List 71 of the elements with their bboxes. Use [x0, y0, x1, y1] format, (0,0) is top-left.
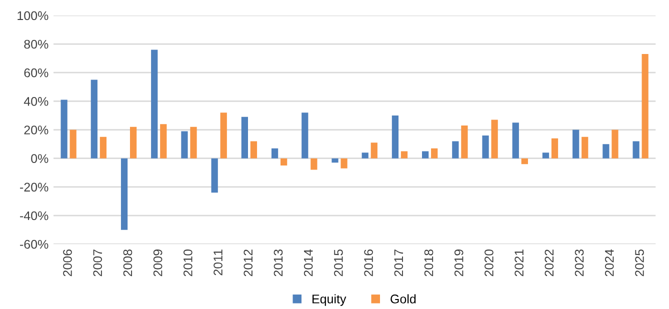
x-tick-label: 2009	[153, 250, 162, 276]
bar	[542, 152, 550, 158]
bar	[280, 158, 288, 166]
bar	[211, 158, 218, 193]
x-tick-label: 2021	[514, 250, 524, 276]
x-tick-label: 2024	[604, 249, 614, 276]
bar	[521, 158, 528, 164]
bar	[452, 141, 459, 158]
bar	[512, 122, 519, 158]
bar	[491, 120, 498, 158]
legend-label: Equity	[312, 294, 346, 306]
x-tick-label: 2007	[93, 250, 102, 276]
bar	[332, 158, 338, 163]
bar	[130, 126, 137, 158]
bar	[220, 112, 227, 158]
bar	[60, 100, 68, 158]
bar	[310, 158, 318, 170]
bar	[461, 125, 468, 158]
bar	[632, 141, 640, 158]
bar	[70, 130, 76, 158]
y-tick-label: 100%	[18, 11, 48, 20]
bar	[190, 126, 197, 158]
y-tick-label: 0%	[31, 154, 48, 164]
x-tick-label: 2010	[183, 249, 192, 276]
bar	[120, 158, 128, 230]
bar	[602, 144, 610, 158]
bar	[302, 112, 308, 158]
x-tick-label: 2023	[574, 250, 584, 276]
bar	[100, 136, 107, 158]
bar	[160, 124, 167, 158]
y-tick-label: -20%	[20, 182, 48, 192]
bar	[400, 151, 408, 158]
bar	[362, 152, 368, 158]
x-tick-label: 2019	[454, 250, 464, 276]
bar	[642, 54, 648, 158]
bar	[241, 116, 248, 158]
y-tick-label: 80%	[24, 40, 48, 49]
bar	[582, 136, 588, 158]
bar	[340, 158, 348, 168]
x-tick-label: 2020	[484, 249, 494, 276]
bar	[551, 138, 558, 158]
y-tick-label: 60%	[24, 68, 48, 78]
x-tick-label: 2025	[635, 249, 644, 276]
bar	[151, 50, 158, 158]
bar	[370, 142, 378, 158]
bar	[90, 80, 98, 158]
x-tick-label: 2013	[274, 250, 283, 276]
bar	[482, 135, 489, 158]
x-tick-label: 2016	[364, 250, 373, 276]
x-tick-label: 2011	[214, 250, 222, 276]
bar	[612, 130, 618, 158]
bar	[250, 141, 258, 158]
x-tick-label: 2015	[334, 249, 343, 276]
x-tick-label: 2014	[304, 249, 313, 276]
x-tick-label: 2008	[123, 250, 132, 276]
y-tick-label: 40%	[24, 97, 48, 106]
bar	[271, 148, 278, 158]
x-tick-label: 2006	[63, 250, 72, 276]
y-tick-label: -40%	[20, 211, 48, 220]
bar	[422, 151, 429, 158]
y-tick-label: 20%	[24, 126, 48, 134]
bar	[572, 130, 580, 158]
legend-label: Gold	[390, 294, 416, 304]
x-tick-label: 2018	[424, 250, 434, 276]
x-tick-label: 2012	[244, 250, 253, 276]
y-tick-label: -60%	[20, 240, 48, 249]
x-tick-label: 2022	[544, 250, 554, 276]
bar	[431, 148, 438, 158]
bar	[181, 131, 188, 158]
x-tick-label: 2017	[394, 250, 404, 276]
bar	[392, 115, 399, 158]
